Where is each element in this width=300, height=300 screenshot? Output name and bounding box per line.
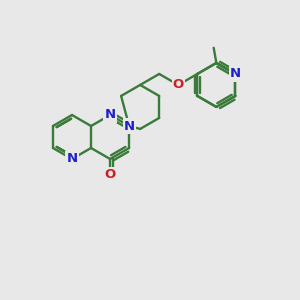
Text: N: N <box>66 152 78 166</box>
Text: O: O <box>172 78 184 92</box>
Text: N: N <box>230 68 241 80</box>
Text: N: N <box>124 119 135 133</box>
Text: N: N <box>104 109 116 122</box>
Text: O: O <box>104 168 116 181</box>
